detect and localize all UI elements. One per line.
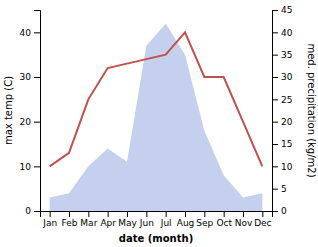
tick-label: Sep [196,218,213,228]
tick: 5 [272,184,287,194]
tick-mark [108,211,109,217]
tick-label: Oct [216,218,232,228]
tick: 40 [272,28,293,38]
x-label: date (month) [119,233,193,244]
tick: May [118,211,137,228]
tick: Feb [62,211,78,228]
tick: Oct [216,211,232,228]
tick: Mar [80,211,97,228]
tick-mark [272,99,278,100]
tick-label: 30 [20,72,32,82]
x-axis: Jan FebMarAprMayJun Jul AugSepOctNovDec [41,211,273,228]
tick-label: Jan [42,218,57,228]
tick-label: 5 [281,184,287,194]
tick: 45 [272,5,292,15]
tick: 30 [20,72,40,82]
tick-label: Dec [254,218,271,228]
tick-mark [127,211,128,217]
tick: 0 [25,206,40,216]
tick-mark [224,211,225,217]
tick-mark [34,77,40,78]
tick-label: 10 [20,162,32,172]
tick-mark [146,211,147,217]
plot: Jan FebMarAprMayJun Jul AugSepOctNovDec 0 10 2… [3,5,317,244]
tick-mark [185,211,186,217]
y2-axis: 0 5 10 15 20 25 30 35 40 45 [272,5,293,216]
line [50,32,263,166]
tick-mark [272,166,278,167]
y-axis: 0 10 20 30 40 [20,11,41,217]
tick-label: 0 [25,206,31,216]
y2-label: med. precipitation (kg/m2) [306,43,317,177]
tick-mark [34,122,40,123]
tick-label: Mar [80,218,97,228]
tick-label: 15 [281,139,292,149]
tick: 40 [20,28,40,38]
tick-label: 20 [20,117,32,127]
tick-label: 10 [281,162,293,172]
tick-mark [34,211,40,212]
tick: Dec [254,211,271,228]
tick: 30 [272,72,293,82]
y-label: max temp (C) [3,76,14,145]
tick-mark [204,211,205,217]
tick: Jul [160,211,172,228]
chart: Jan FebMarAprMayJun Jul AugSepOctNovDec 0 10 2… [0,0,318,247]
tick-mark [69,211,70,217]
tick-mark [272,10,278,11]
tick: 10 [272,162,293,172]
tick-label: 45 [281,5,292,15]
tick: 25 [272,95,292,105]
tick: 0 [272,206,287,216]
tick-label: Nov [235,218,253,228]
tick-mark [88,211,89,217]
tick-label: 40 [20,28,32,38]
tick: 20 [272,117,293,127]
marks [50,23,263,211]
tick: Sep [196,211,213,228]
axis-line [41,212,273,218]
tick-mark [272,77,278,78]
tick-label: 35 [281,50,292,60]
tick-label: Jun [139,218,154,228]
tick-mark [272,189,278,190]
tick-mark [243,211,244,217]
tick-label: Jul [160,218,172,228]
axis-line [34,11,41,212]
tick-mark [34,32,40,33]
tick-mark [34,166,40,167]
tick: Apr [100,211,116,228]
tick-mark [166,211,167,217]
axis-line [273,11,279,212]
tick: 20 [20,117,40,127]
tick: Nov [235,211,253,228]
tick-label: May [118,218,137,228]
area [50,23,263,211]
tick-label: 0 [281,206,287,216]
tick: 35 [272,50,292,60]
tick-label: Aug [177,218,195,228]
tick-mark [272,211,278,212]
tick-label: 25 [281,95,292,105]
tick-mark [272,55,278,56]
tick-mark [50,211,51,217]
tick: Jun [139,211,154,228]
tick-label: Apr [100,218,116,228]
tick-label: 20 [281,117,293,127]
tick-label: Feb [62,218,78,228]
tick: 15 [272,139,292,149]
tick: Aug [177,211,195,228]
tick-mark [272,32,278,33]
tick: 10 [20,162,40,172]
tick-mark [272,122,278,123]
tick-mark [262,211,263,217]
tick-label: 40 [281,28,293,38]
tick-mark [272,144,278,145]
tick-label: 30 [281,72,293,82]
tick: Jan [42,211,57,228]
